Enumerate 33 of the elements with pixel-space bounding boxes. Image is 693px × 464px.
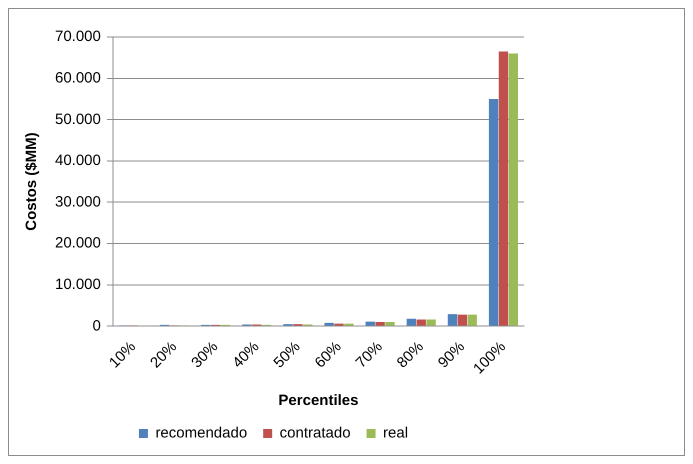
bar	[406, 318, 416, 326]
y-tick-label: 40.000	[54, 152, 101, 170]
x-tick-label: 60%	[311, 338, 345, 372]
y-tick-label: 60.000	[54, 69, 101, 86]
x-tick-label: 80%	[394, 338, 427, 372]
y-axis-title: Costos ($MM)	[23, 132, 40, 231]
y-tick-label: 50.000	[54, 110, 101, 128]
bar	[508, 54, 518, 326]
bar	[375, 322, 385, 326]
x-tick-label: 30%	[188, 338, 222, 372]
bar	[468, 314, 477, 326]
bar	[366, 322, 375, 326]
y-tick-label: 0	[92, 317, 101, 334]
bar	[458, 314, 468, 326]
bar	[385, 322, 395, 326]
bar	[488, 98, 498, 326]
bar	[416, 320, 426, 326]
x-axis-title: Percentiles	[278, 392, 358, 410]
y-tick-label: 70.000	[54, 28, 101, 46]
bar	[324, 322, 334, 326]
legend-label: contratado	[280, 424, 351, 442]
y-tick-label: 30.000	[54, 193, 101, 210]
legend-label: real	[383, 424, 408, 442]
x-tick-label: 50%	[270, 338, 304, 372]
x-tick-label: 40%	[229, 338, 263, 372]
bar	[448, 314, 458, 326]
x-tick-label: 70%	[352, 338, 386, 372]
bar	[426, 320, 436, 326]
legend-label: recomendado	[155, 424, 248, 442]
bar	[498, 51, 508, 326]
x-tick-label: 90%	[434, 338, 468, 372]
y-tick-label: 10.000	[54, 276, 101, 293]
y-tick-label: 20.000	[54, 234, 101, 252]
